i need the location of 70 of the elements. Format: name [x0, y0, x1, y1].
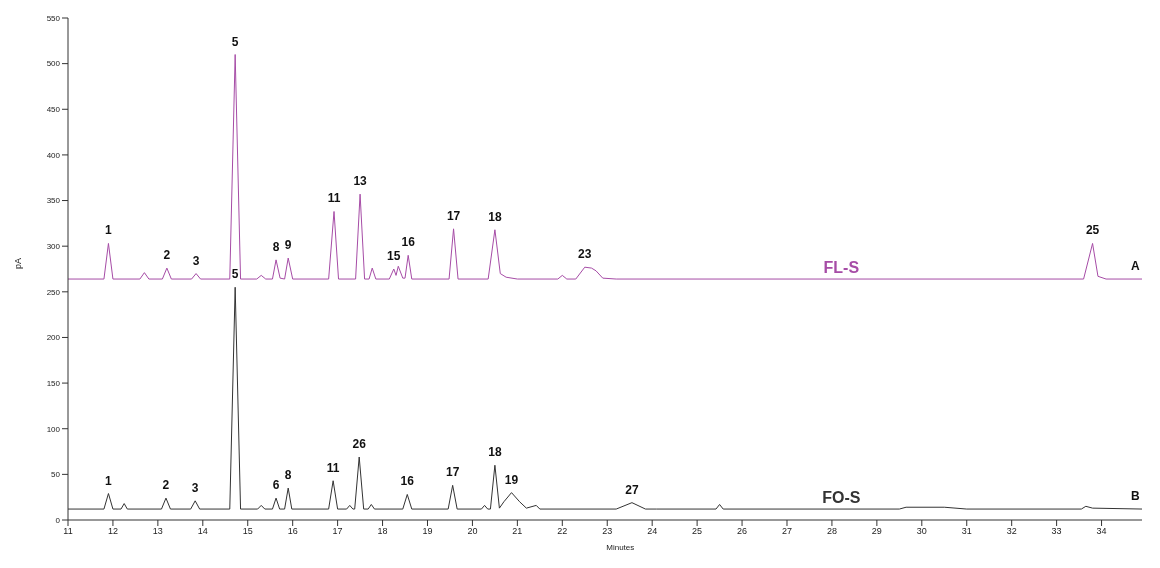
annotation: 19	[504, 472, 519, 487]
x-tick-label: 27	[781, 526, 792, 537]
x-tick-label: 16	[287, 526, 298, 537]
annotation: 18	[488, 209, 502, 224]
x-tick-label: 19	[422, 526, 433, 537]
x-tick-label: 25	[692, 526, 703, 537]
annotation: 3	[191, 480, 199, 495]
x-tick-label: 12	[107, 526, 118, 537]
annotation: 18	[488, 445, 502, 460]
x-tick-label: 22	[557, 526, 568, 537]
x-tick-label: 29	[871, 526, 882, 537]
annotation: 11	[327, 191, 341, 206]
x-tick-label: 32	[1006, 526, 1017, 537]
x-tick-label: 34	[1096, 526, 1107, 537]
x-tick-label: 21	[512, 526, 523, 537]
x-tick-label: 23	[602, 526, 613, 537]
x-axis-title: Minutes	[606, 543, 635, 552]
annotation: 15	[387, 249, 401, 263]
annotation: 25	[1085, 223, 1100, 238]
annotation: 11	[326, 460, 340, 475]
annotation: 16	[400, 474, 415, 489]
annotation: 27	[625, 482, 639, 497]
annotation: A	[1130, 259, 1140, 274]
y-tick-label: 350	[46, 196, 61, 206]
annotation: 17	[445, 465, 460, 480]
y-tick-label: 100	[46, 424, 61, 434]
y-axis-title: pA	[13, 257, 24, 269]
x-tick-label: 31	[961, 526, 972, 537]
x-tick-label: 28	[826, 526, 837, 537]
annotation: 17	[446, 208, 461, 223]
annotation: 1	[105, 223, 113, 238]
x-tick-label: 14	[197, 526, 208, 537]
x-tick-label: 26	[737, 526, 748, 537]
x-tick-label: 13	[152, 526, 163, 537]
annotation: 16	[401, 235, 416, 250]
y-tick-label: 250	[46, 287, 61, 297]
y-tick-label: 300	[46, 242, 61, 252]
x-tick-label: 18	[377, 526, 388, 537]
y-tick-label: 150	[46, 378, 61, 388]
series-label: FL-S	[823, 259, 860, 277]
x-tick-label: 24	[647, 526, 658, 537]
annotation: 8	[272, 239, 280, 254]
y-tick-label: 50	[51, 470, 61, 480]
annotation: 13	[353, 174, 368, 189]
y-tick-label: 500	[46, 59, 61, 69]
annotation: 6	[272, 478, 280, 493]
annotation: 2	[162, 478, 170, 493]
annotation: 5	[231, 34, 239, 49]
annotation: 1	[105, 473, 113, 488]
y-tick-label: 550	[46, 13, 61, 23]
x-tick-label: 15	[242, 526, 253, 537]
annotation: 3	[192, 253, 200, 268]
y-tick-label: 400	[46, 150, 61, 160]
x-tick-label: 11	[63, 526, 73, 537]
y-tick-label: 0	[55, 515, 61, 525]
annotation: 9	[284, 238, 292, 253]
y-tick-label: 200	[46, 333, 61, 343]
annotation: 23	[578, 247, 592, 262]
annotation: 8	[284, 468, 292, 483]
x-tick-label: 30	[916, 526, 927, 537]
line-series	[68, 54, 1142, 280]
annotation: B	[1130, 489, 1140, 504]
series-label: FO-S	[822, 489, 861, 507]
x-tick-label: 33	[1051, 526, 1062, 537]
x-tick-label: 17	[332, 526, 343, 537]
y-tick-label: 450	[46, 105, 61, 115]
annotation: 5	[231, 267, 239, 282]
annotation: 2	[163, 248, 171, 263]
x-tick-label: 20	[467, 526, 478, 537]
annotation: 26	[352, 437, 367, 452]
